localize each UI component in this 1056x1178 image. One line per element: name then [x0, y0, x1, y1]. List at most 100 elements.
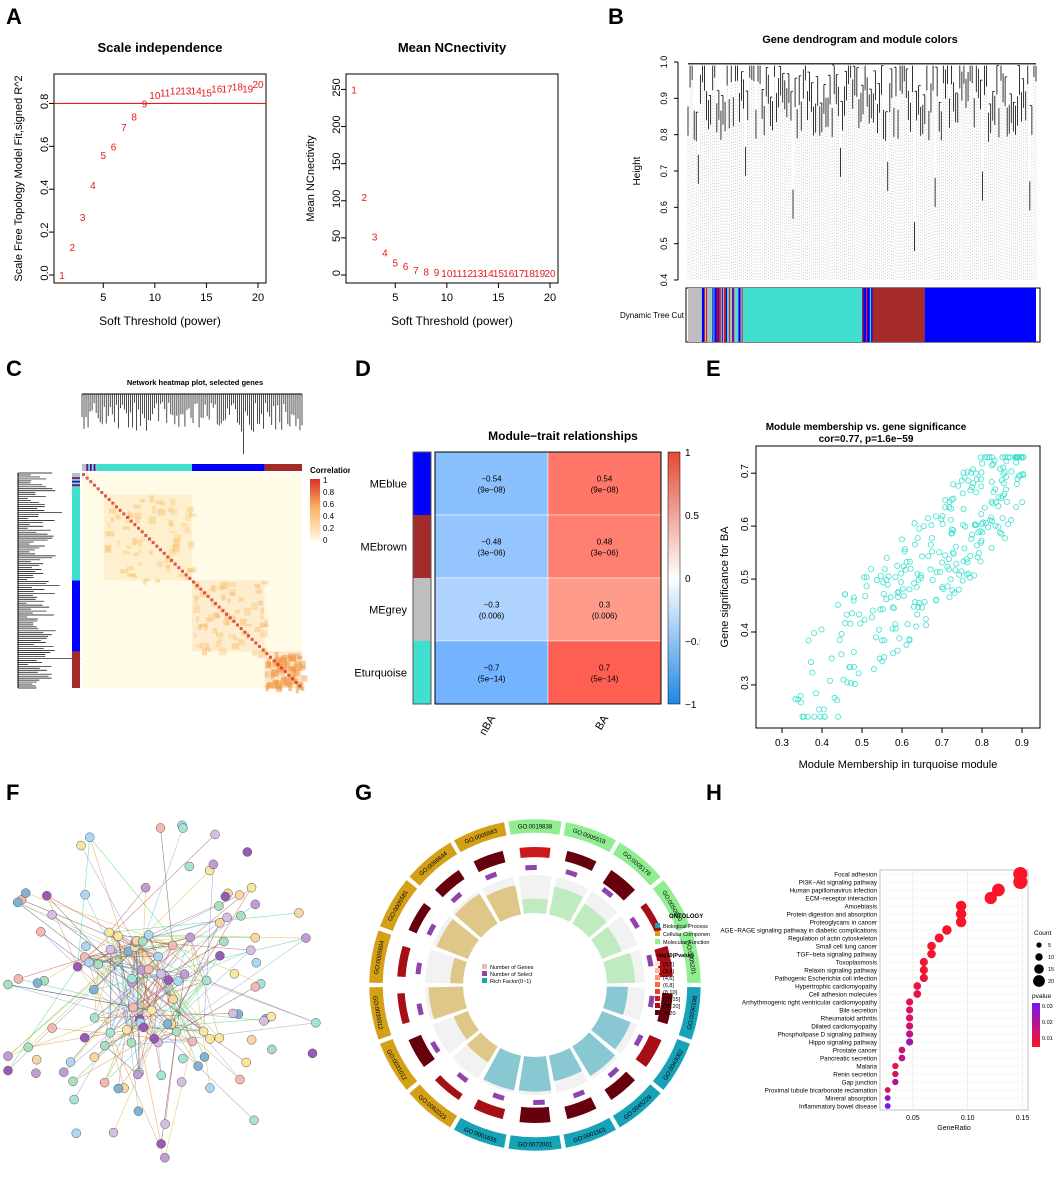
cell-correlation: −0.48	[481, 538, 502, 547]
scatter-point	[904, 621, 911, 628]
term-label: Regulation of actin cytoskeleton	[788, 936, 877, 943]
heatmap-cell	[169, 548, 176, 556]
term-dot	[927, 949, 936, 959]
heatmap-cell	[230, 592, 236, 597]
scatter-point	[894, 589, 901, 596]
pvalue-bar	[408, 1034, 435, 1067]
heatmap-cell	[283, 657, 288, 666]
scatter-point	[998, 530, 1005, 537]
network-edge	[189, 937, 220, 1039]
x-axis-label: Module Membership in turquoise module	[799, 759, 998, 770]
heatmap-cell	[163, 559, 172, 564]
heatmap-diagonal	[287, 673, 291, 677]
scatter-point	[989, 454, 996, 461]
pvalue-legend-label: (0,2]	[663, 962, 674, 968]
heatmap-cell	[169, 509, 178, 515]
heatmap-diagonal	[243, 630, 247, 634]
pvalue-bar	[519, 1106, 551, 1123]
cell-pvalue: (3e−06)	[591, 549, 619, 558]
network-node	[23, 1042, 33, 1052]
scatter-point	[811, 713, 818, 720]
scatter-point	[869, 607, 876, 614]
point-label: 10	[441, 269, 453, 280]
pvalue-bar	[604, 1071, 636, 1101]
module-strip	[716, 288, 719, 342]
term-label: Amoebiasis	[844, 904, 877, 911]
point-label: 19	[242, 84, 254, 95]
network-node	[89, 984, 99, 995]
network-node	[210, 829, 220, 840]
network-edge	[88, 962, 125, 1089]
module-strip	[722, 288, 725, 342]
ontology-ring-segment	[612, 1083, 662, 1129]
network-node	[133, 1069, 143, 1080]
heatmap-cell	[172, 545, 180, 553]
pvalue-bar	[434, 1075, 463, 1101]
y-axis-label: Scale Free Topology Model Fit,signed R^2	[13, 75, 25, 281]
scatter-point	[863, 583, 870, 590]
size-legend-label: 15	[1048, 967, 1054, 973]
network-node	[184, 861, 195, 872]
shape-legend-swatch	[482, 978, 487, 983]
module-strip	[713, 288, 715, 342]
point-label: 12	[170, 87, 182, 98]
heatmap-cell	[261, 580, 269, 585]
term-dot	[919, 957, 928, 967]
network-node	[229, 969, 240, 979]
y-tick-label: 0.6	[659, 201, 669, 214]
pvalue-bar	[564, 1097, 597, 1120]
x-tick-label: 0.8	[975, 738, 989, 749]
segment-go-id: GO:0019838	[518, 825, 553, 831]
network-node	[31, 1054, 42, 1065]
scatter-point	[896, 635, 903, 642]
network-edge	[171, 980, 207, 1025]
ontology-ring-segment	[453, 1117, 508, 1149]
term-dot	[942, 925, 952, 935]
pvalue-legend-label: >=20	[663, 1011, 676, 1017]
scatter-point	[922, 615, 929, 622]
scatter-point	[967, 487, 974, 494]
scatter-point	[797, 692, 804, 699]
term-label: Phospholipase D signaling pathway	[778, 1032, 878, 1039]
scatter-point	[861, 574, 868, 581]
network-edge	[94, 904, 256, 1019]
scatter-point	[964, 559, 971, 566]
heatmap-cell	[157, 561, 163, 568]
size-legend-label: 20	[1048, 979, 1054, 985]
segment-go-id: GO:0005201	[684, 940, 696, 976]
scatter-point	[956, 571, 963, 578]
scatter-point	[894, 562, 901, 569]
x-tick-label: 5	[392, 292, 398, 304]
scatter-point	[889, 650, 896, 657]
module-strip	[729, 288, 731, 342]
module-strip	[731, 288, 733, 342]
heatmap-diagonal	[254, 641, 258, 645]
scatter-point	[816, 706, 823, 713]
heatmap-cell	[260, 615, 264, 619]
left-dendrogram	[17, 472, 81, 689]
network-node	[104, 927, 114, 938]
heatmap-diagonal	[82, 473, 85, 476]
shape-legend-swatch	[482, 971, 487, 976]
scatter-point	[892, 574, 899, 581]
scatter-point	[924, 515, 931, 522]
heatmap-cell	[288, 656, 294, 662]
scatter-point	[961, 545, 968, 552]
term-label: Mineral absorption	[825, 1096, 877, 1103]
network-edge	[132, 1007, 162, 1144]
heatmap-diagonal	[159, 548, 162, 552]
scatter-point	[928, 522, 935, 529]
heatmap-cell	[188, 541, 195, 549]
network-node	[251, 958, 262, 968]
network-node	[294, 908, 304, 918]
heatmap-cell	[173, 539, 180, 547]
heatmap-cell	[126, 566, 135, 571]
module-strip-top	[86, 464, 88, 471]
scatter-point	[850, 594, 857, 601]
scatter-point	[883, 555, 890, 562]
scatter-point	[927, 566, 934, 573]
heatmap-cell	[133, 574, 138, 579]
term-dot	[898, 1054, 906, 1062]
heatmap-cell	[257, 650, 266, 658]
scatter-point	[950, 527, 957, 534]
